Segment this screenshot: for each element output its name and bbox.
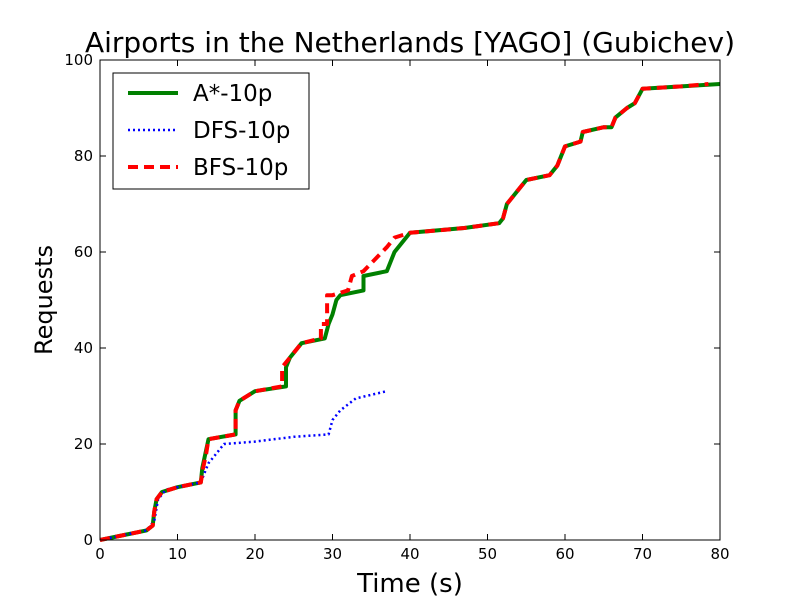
x-tick-label: 30	[323, 545, 342, 563]
x-tick-label: 60	[555, 545, 574, 563]
x-tick-label: 40	[400, 545, 419, 563]
y-tick-label: 100	[64, 51, 93, 69]
legend-label-a-10p: A*-10p	[193, 81, 272, 107]
x-tick-label: 70	[633, 545, 652, 563]
axes-layer: 0 10 20 30 40 50 60 70 80 0 20 40 60 80 100	[64, 51, 729, 563]
y-tick-label: 40	[74, 339, 93, 357]
y-tick-label: 60	[74, 243, 93, 261]
series-line-dfs-10p	[99, 389, 388, 542]
x-tick-label: 80	[710, 545, 729, 563]
y-tick-label: 80	[74, 147, 93, 165]
series-line-bfs-10p	[99, 82, 709, 542]
x-tick-label: 10	[168, 545, 187, 563]
legend: A*-10p DFS-10p BFS-10p	[112, 72, 310, 190]
y-axis-label: Requests	[30, 245, 58, 355]
legend-label-bfs-10p: BFS-10p	[193, 155, 288, 181]
x-axis-label: Time (s)	[356, 569, 463, 599]
x-tick-label: 50	[478, 545, 497, 563]
x-tick-label: 20	[245, 545, 264, 563]
y-tick-label: 0	[83, 531, 93, 549]
y-tick-label: 20	[74, 435, 93, 453]
chart-title: Airports in the Netherlands [YAGO] (Gubi…	[85, 26, 735, 59]
series-layer	[99, 82, 721, 542]
legend-label-dfs-10p: DFS-10p	[193, 118, 290, 144]
x-tick-label: 0	[95, 545, 105, 563]
